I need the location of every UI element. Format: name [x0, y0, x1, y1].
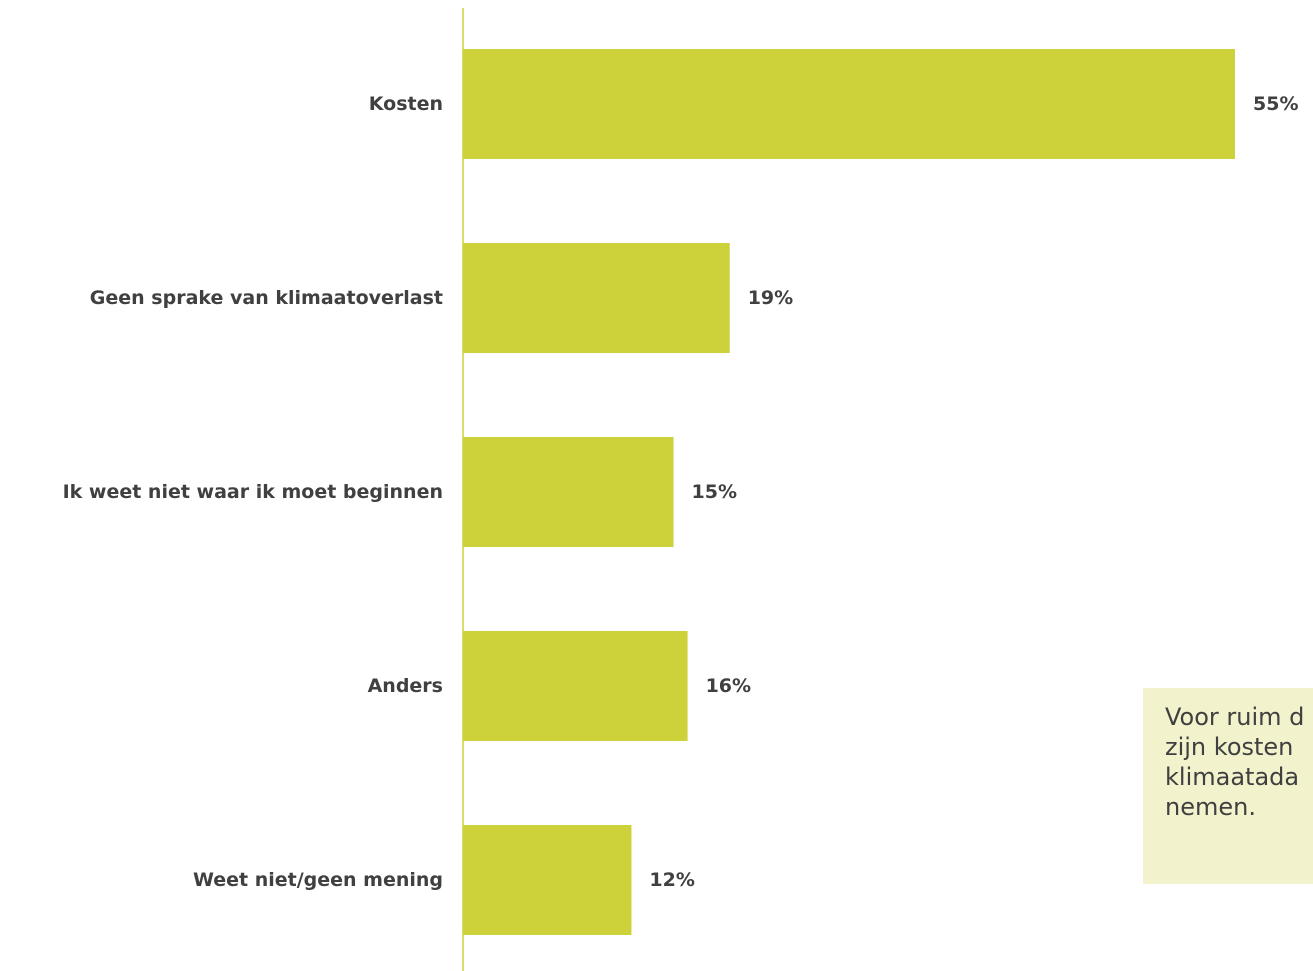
value-label-1: 19% — [748, 287, 793, 309]
labels-layer: Kosten 55% Geen sprake van klimaatoverlast… — [63, 93, 1299, 891]
callout-text: Voor ruim d zijn kosten klimaatada nemen… — [1165, 703, 1305, 821]
value-label-3: 16% — [706, 675, 751, 697]
bar-2 — [463, 437, 674, 547]
bar-4 — [463, 825, 632, 935]
value-label-4: 12% — [649, 869, 694, 891]
category-label-2: Ik weet niet waar ik moet beginnen — [63, 481, 443, 503]
category-label-1: Geen sprake van klimaatoverlast — [90, 287, 443, 309]
value-label-0: 55% — [1253, 93, 1298, 115]
bar-1 — [463, 243, 730, 353]
bars-layer — [463, 49, 1235, 935]
callout-box: Voor ruim d zijn kosten klimaatada nemen… — [1143, 688, 1313, 884]
bar-0 — [463, 49, 1235, 159]
category-label-0: Kosten — [369, 93, 443, 115]
category-label-4: Weet niet/geen mening — [193, 869, 443, 891]
value-label-2: 15% — [692, 481, 737, 503]
bar-3 — [463, 631, 688, 741]
category-label-3: Anders — [368, 675, 443, 697]
